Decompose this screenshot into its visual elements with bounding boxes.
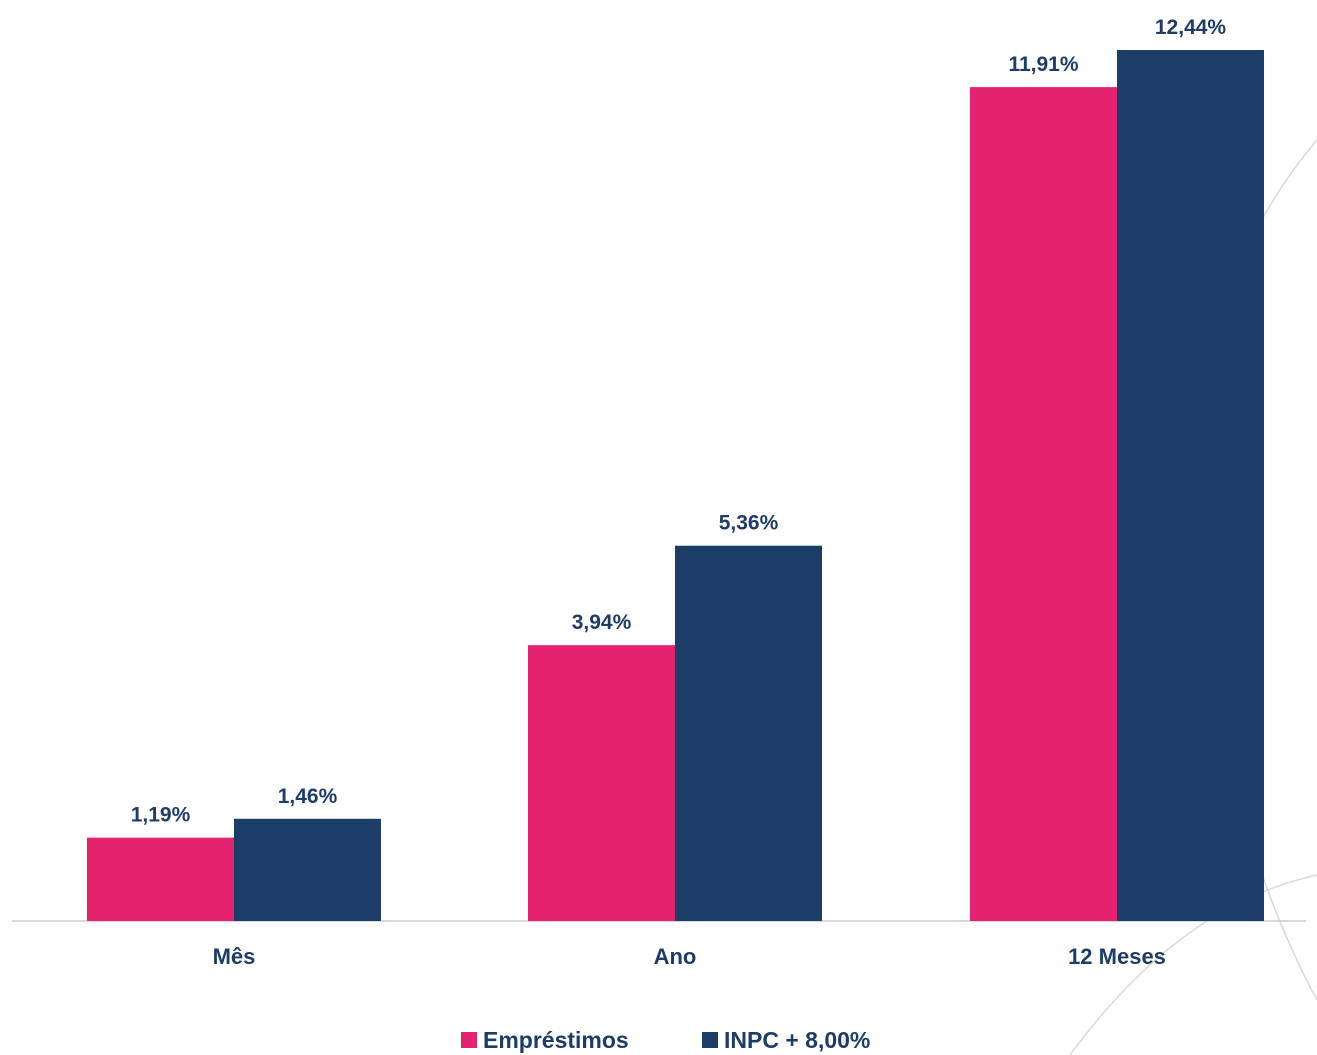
bar-emprestimos-0 bbox=[87, 837, 234, 921]
bar-inpc-1 bbox=[675, 545, 822, 921]
decorative-arc-secondary bbox=[1069, 874, 1317, 1055]
category-label-2: 12 Meses bbox=[1068, 944, 1166, 969]
value-label-emprestimos-0: 1,19% bbox=[131, 804, 191, 827]
bar-inpc-2 bbox=[1117, 50, 1264, 921]
category-label-0: Mês bbox=[213, 944, 256, 969]
category-label-1: Ano bbox=[654, 944, 697, 969]
bar-emprestimos-2 bbox=[970, 87, 1117, 921]
bar-emprestimos-1 bbox=[528, 645, 675, 921]
bars-layer bbox=[87, 50, 1264, 921]
category-labels-layer: Mês Ano 12 Meses bbox=[213, 944, 1166, 969]
legend-label-emprestimos: Empréstimos bbox=[483, 1027, 629, 1053]
value-label-emprestimos-1: 3,94% bbox=[572, 611, 632, 634]
value-label-inpc-1: 5,36% bbox=[719, 512, 779, 535]
value-label-emprestimos-2: 11,91% bbox=[1008, 53, 1078, 76]
bar-inpc-0 bbox=[234, 818, 381, 921]
legend-swatch-inpc bbox=[702, 1032, 718, 1048]
value-label-inpc-0: 1,46% bbox=[278, 785, 338, 808]
legend-swatch-emprestimos bbox=[461, 1032, 477, 1048]
legend: Empréstimos INPC + 8,00% bbox=[461, 1027, 870, 1053]
legend-label-inpc: INPC + 8,00% bbox=[724, 1027, 870, 1053]
value-labels-layer: 1,19% 1,46% 3,94% 5,36% 11,91% 12,44% bbox=[131, 16, 1227, 827]
value-label-inpc-2: 12,44% bbox=[1155, 16, 1227, 39]
